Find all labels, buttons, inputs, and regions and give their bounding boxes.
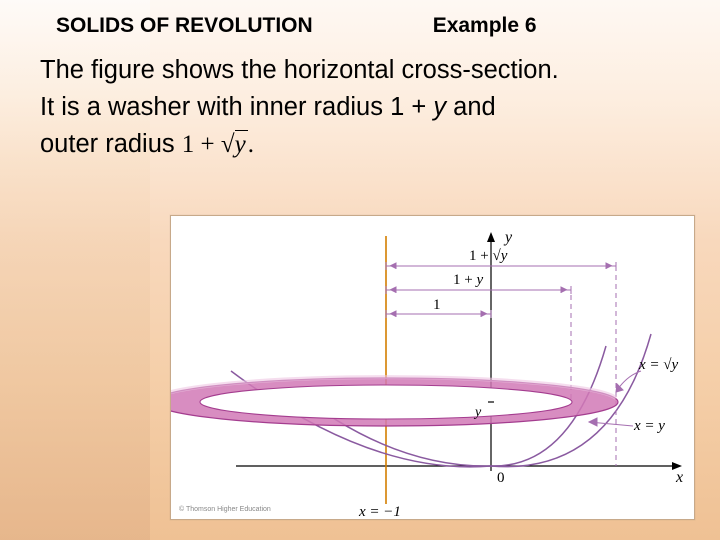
washer-diagram: y x 0 x = −1 <box>171 216 696 521</box>
figure-copyright: © Thomson Higher Education <box>179 506 271 513</box>
body-line2-b: and <box>446 93 496 121</box>
body-line1: The figure shows the horizontal cross-se… <box>40 56 559 84</box>
axis-rotation-label: x = −1 <box>358 504 401 520</box>
figure-container: y x 0 x = −1 <box>170 215 695 520</box>
body-var-y: y <box>433 93 446 121</box>
dim-outer: 1 + √y <box>469 248 508 264</box>
washer-ring <box>171 377 618 426</box>
dim-inner: 1 + y <box>453 272 483 288</box>
body-line2-a: It is a washer with inner radius 1 + <box>40 93 433 121</box>
body-paragraph: The figure shows the horizontal cross-se… <box>40 52 690 163</box>
slide-header: SOLIDS OF REVOLUTION Example 6 <box>0 14 720 38</box>
y-axis-label: y <box>503 229 513 246</box>
x-axis-label: x <box>675 469 683 486</box>
origin-label: 0 <box>497 470 505 486</box>
eq-sqrt-label: x = √y <box>638 357 679 373</box>
slide-title: SOLIDS OF REVOLUTION <box>56 14 313 38</box>
dim-one: 1 <box>433 297 441 313</box>
body-line3-a: outer radius <box>40 130 182 158</box>
eq-line-label: x = y <box>633 418 665 434</box>
y-level-label: y <box>473 405 482 420</box>
example-label: Example 6 <box>433 14 537 38</box>
outer-radius-formula: 1 + √y. <box>182 131 254 158</box>
